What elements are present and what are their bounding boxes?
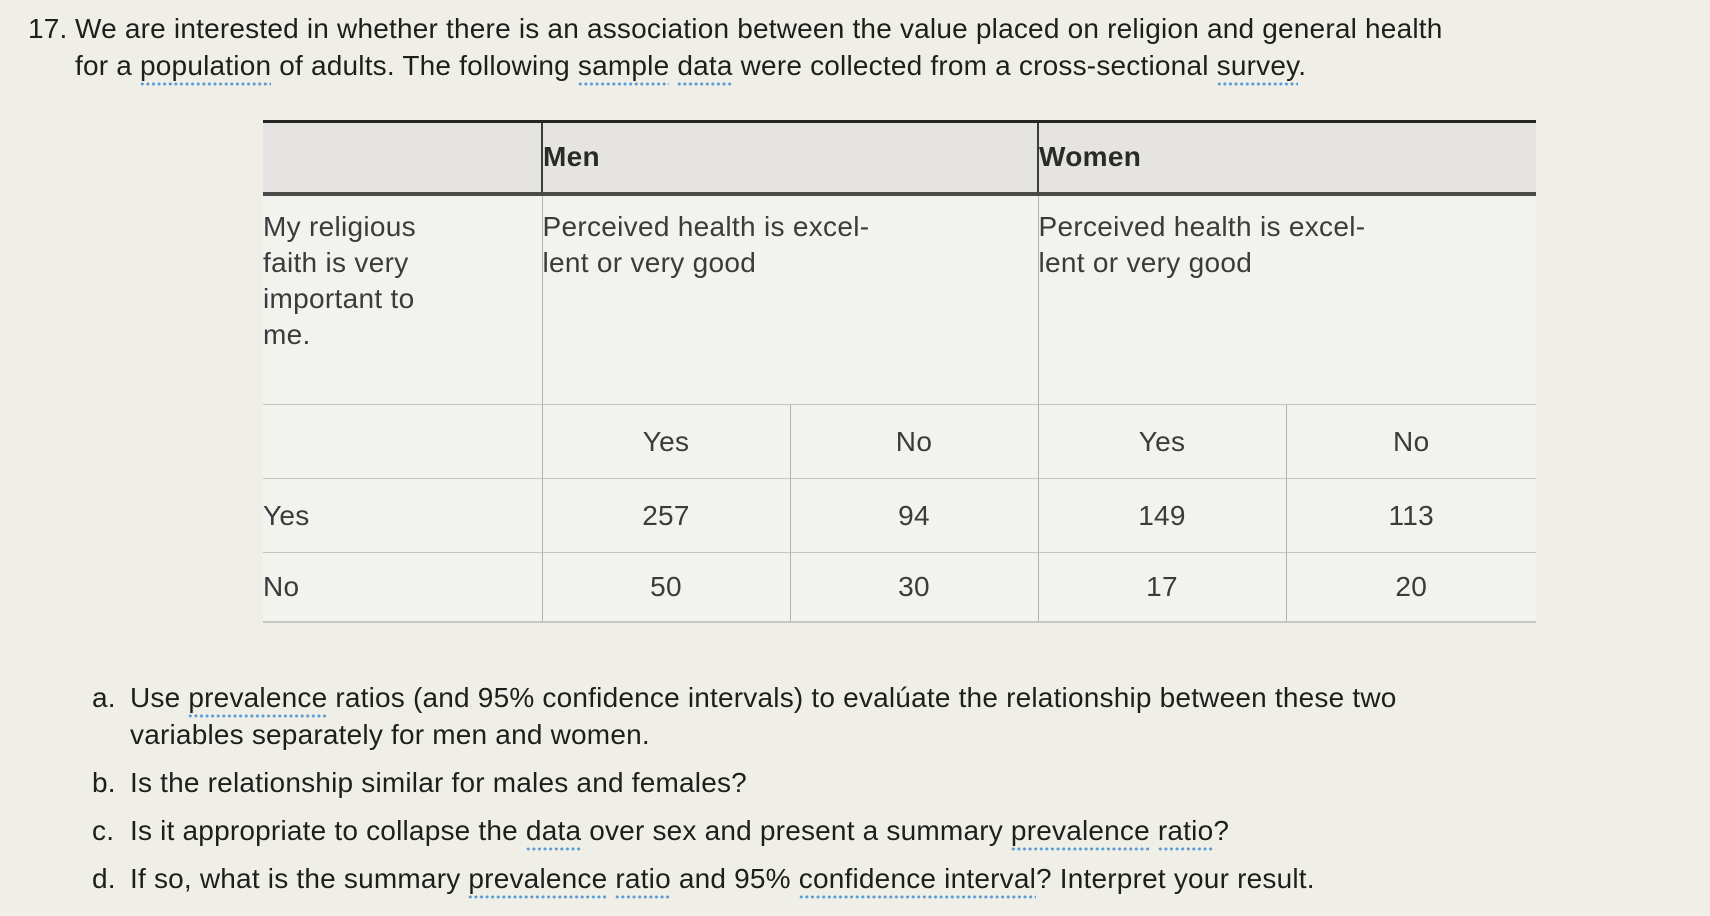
empty-subheader-cell	[263, 404, 542, 479]
vocab-term-link[interactable]: ratio	[1157, 815, 1214, 851]
subquestion-line: Use prevalence ratios (and 95% confidenc…	[130, 679, 1397, 718]
subquestion-letter: b.	[92, 767, 116, 798]
text-run: for a	[75, 50, 141, 81]
vocab-term-link[interactable]: prevalence	[468, 863, 608, 899]
text-run: Is the relationship similar for males an…	[130, 767, 747, 798]
question-number: 17.	[28, 13, 68, 44]
subquestion-d: d. If so, what is the summary prevalence…	[92, 860, 1397, 899]
subquestion-text: If so, what is the summary prevalence ra…	[130, 860, 1315, 899]
subquestion-line: If so, what is the summary prevalence ra…	[130, 860, 1315, 899]
text-run: over sex and present a summary	[581, 815, 1011, 846]
text-run	[1150, 815, 1158, 846]
cell-men-no-no: 30	[789, 552, 1038, 623]
subquestion-a: a. Use prevalence ratios (and 95% confid…	[92, 679, 1397, 753]
vocab-term-link[interactable]: population	[140, 50, 272, 86]
cell-men-yes-no: 94	[789, 478, 1038, 553]
men-group-header: Men	[541, 121, 1038, 196]
women-yes-subheader: Yes	[1037, 404, 1286, 479]
text-run: were collected from a cross-sectional	[732, 50, 1217, 81]
row-variable-cell: My religious faith is very important to …	[263, 193, 542, 405]
text-run: We are interested in whether there is an…	[75, 13, 1443, 44]
text-run: ratios (and 95% confidence intervals) to…	[327, 682, 1397, 713]
table-row-no: No 50 30 17 20	[263, 552, 1537, 623]
question-line-2: for a population of adults. The followin…	[75, 47, 1443, 86]
text-run: of adults. The following	[271, 50, 578, 81]
question-line-1: We are interested in whether there is an…	[75, 10, 1443, 47]
subquestion-text: Is the relationship similar for males an…	[130, 764, 747, 801]
cell-women-no-yes: 17	[1037, 552, 1286, 623]
cell-women-yes-yes: 149	[1037, 478, 1286, 553]
vocab-term-link[interactable]: prevalence	[188, 682, 328, 718]
text-run: variables separately for men and women.	[130, 719, 650, 750]
subquestion-line: Is it appropriate to collapse the data o…	[130, 812, 1230, 851]
subquestion-line: variables separately for men and women.	[130, 716, 1397, 753]
subquestion-line: Is the relationship similar for males an…	[130, 764, 747, 801]
contingency-table: Men Women My religious faith is very imp…	[263, 120, 1537, 623]
question-text: We are interested in whether there is an…	[75, 10, 1443, 86]
women-group-header: Women	[1036, 121, 1537, 196]
vocab-term-link[interactable]: survey	[1216, 50, 1299, 86]
text-run: and 95%	[670, 863, 799, 894]
cell-men-yes-yes: 257	[541, 478, 790, 553]
men-no-subheader: No	[789, 404, 1038, 479]
subquestion-letter: c.	[92, 815, 115, 846]
women-no-subheader: No	[1285, 404, 1537, 479]
vocab-term-link[interactable]: ratio	[615, 863, 671, 899]
text-run: If so, what is the summary	[130, 863, 469, 894]
men-outcome-cell: Perceived health is excel- lent or very …	[541, 193, 1038, 405]
variable-description-row: My religious faith is very important to …	[263, 193, 1537, 405]
text-run: ? Interpret your result.	[1036, 863, 1315, 894]
corner-cell	[263, 121, 542, 196]
subquestion-text: Is it appropriate to collapse the data o…	[130, 812, 1230, 851]
subquestion-letter: a.	[92, 682, 116, 713]
row-label: No	[263, 552, 542, 623]
table-group-header-row: Men Women	[263, 121, 1537, 196]
cell-men-no-yes: 50	[541, 552, 790, 623]
vocab-term-link[interactable]: data	[525, 815, 582, 851]
men-yes-subheader: Yes	[541, 404, 790, 479]
vocab-term-link[interactable]: data	[677, 50, 733, 86]
text-run: Use	[130, 682, 189, 713]
text-run: .	[1298, 50, 1307, 81]
women-outcome-cell: Perceived health is excel- lent or very …	[1037, 193, 1537, 405]
subquestion-letter: d.	[92, 863, 116, 894]
yes-no-subheader-row: Yes No Yes No	[263, 404, 1537, 479]
vocab-term-link[interactable]: prevalence	[1010, 815, 1150, 851]
question-17: 17. We are interested in whether there i…	[28, 10, 1443, 86]
cell-women-no-no: 20	[1285, 552, 1537, 623]
subquestion-c: c. Is it appropriate to collapse the dat…	[92, 812, 1397, 851]
cell-women-yes-no: 113	[1285, 478, 1537, 553]
subquestion-text: Use prevalence ratios (and 95% confidenc…	[130, 679, 1397, 753]
text-run: Is it appropriate to collapse the	[130, 815, 526, 846]
row-label: Yes	[263, 478, 542, 553]
table-row-yes: Yes 257 94 149 113	[263, 478, 1537, 553]
vocab-term-link[interactable]: sample	[577, 50, 670, 86]
text-run: ?	[1213, 815, 1230, 846]
subquestion-b: b. Is the relationship similar for males…	[92, 764, 1397, 801]
vocab-term-link[interactable]: confidence interval	[798, 863, 1037, 899]
subquestions-list: a. Use prevalence ratios (and 95% confid…	[92, 679, 1397, 908]
